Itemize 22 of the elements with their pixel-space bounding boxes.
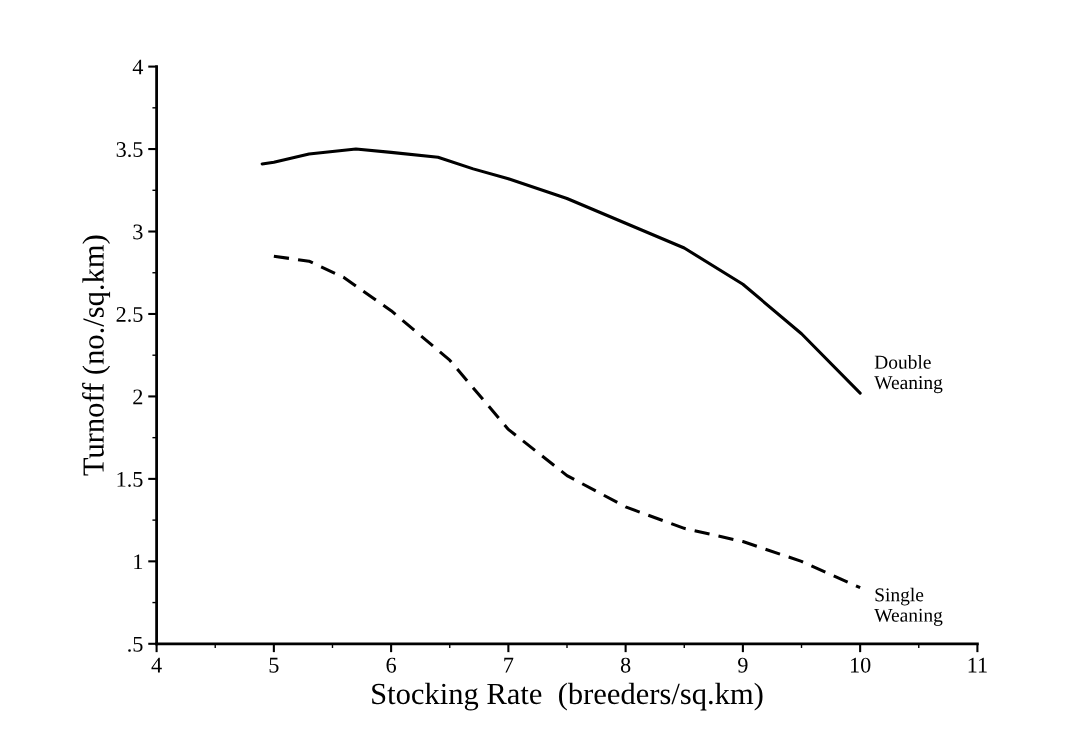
y-tick-label: 1.5	[117, 471, 143, 487]
x-tick-label: 9	[738, 657, 748, 673]
line-series	[272, 254, 862, 590]
x-tick-label: 11	[968, 657, 987, 673]
x-tick-label: 6	[386, 657, 397, 673]
y-tick-label: 2.5	[116, 306, 143, 322]
y-tick-label: 2	[133, 389, 143, 405]
x-tick-label: 5	[269, 657, 279, 673]
x-tick-label: 8	[620, 657, 631, 673]
y-tick-label: 3.5	[116, 142, 143, 158]
y-tick-label: 3	[133, 224, 143, 240]
y-axis-title: Turnoff (no./sq.km)	[82, 235, 111, 476]
x-axis-title: Stocking Rate (breeders/sq.km)	[372, 682, 763, 711]
series-label: Single Weaning	[874, 587, 943, 626]
y-tick-label: .5	[128, 636, 143, 652]
y-tick-label: 4	[132, 59, 144, 75]
y-tick-label: 1	[134, 554, 143, 570]
x-tick-label: 4	[151, 657, 162, 673]
x-tick-label: 10	[850, 657, 871, 673]
line-series	[260, 147, 862, 395]
series-label: Double Weaning	[874, 355, 943, 394]
x-tick-label: 7	[504, 657, 514, 673]
